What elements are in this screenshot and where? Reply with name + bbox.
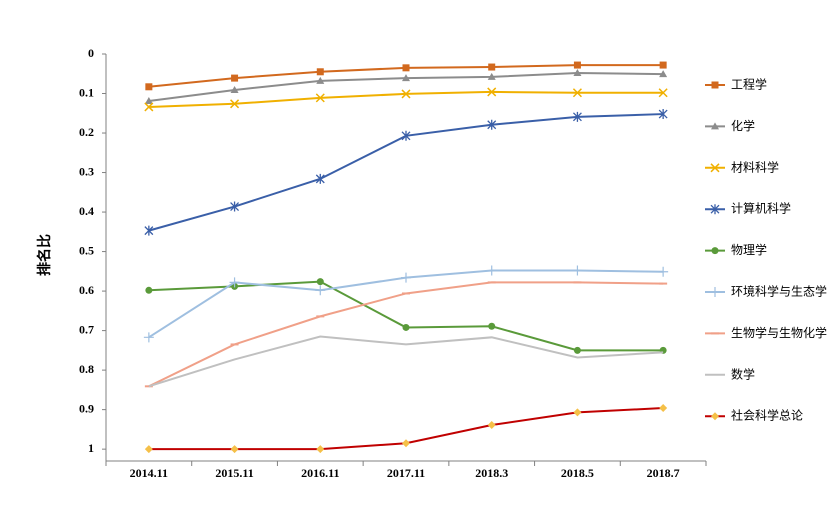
legend-label: 工程学 [731, 77, 767, 92]
legend-label: 化学 [731, 118, 755, 133]
point [402, 439, 410, 448]
point [572, 88, 582, 98]
point [658, 88, 668, 98]
point [659, 61, 667, 69]
point [402, 74, 410, 82]
y-tick-label: 0.1 [79, 85, 94, 99]
y-tick-label: 0.3 [79, 164, 94, 178]
point [315, 173, 325, 184]
point [145, 286, 153, 294]
x-tick-label: 2018.7 [647, 466, 680, 480]
legend-marker [710, 287, 720, 297]
point [486, 265, 497, 276]
legend-label: 计算机科学 [731, 201, 791, 216]
x-tick-label: 2016.11 [301, 466, 339, 480]
point [659, 70, 668, 78]
legend-label: 社会科学总论 [731, 408, 803, 423]
y-tick-label: 0.4 [79, 204, 94, 218]
point [143, 332, 154, 343]
point [488, 63, 496, 71]
point [316, 76, 325, 84]
x-tick-label: 2014.11 [130, 466, 168, 480]
legend-label: 环境科学与生态学 [731, 284, 827, 299]
point [573, 346, 581, 354]
y-tick-label: 0.9 [79, 401, 94, 415]
y-tick-label: 0.6 [79, 283, 94, 297]
y-axis-label: 排名比 [36, 234, 53, 276]
point [487, 421, 496, 430]
point [230, 99, 240, 109]
point [658, 266, 669, 277]
point [402, 64, 410, 72]
point [401, 130, 411, 141]
y-tick-label: 0.2 [79, 125, 94, 139]
legend-marker [710, 163, 720, 173]
legend-marker [710, 204, 720, 215]
point [316, 278, 324, 286]
point [573, 408, 582, 417]
legend-label: 材料科学 [731, 159, 779, 174]
point [144, 445, 153, 454]
point [573, 68, 582, 76]
point [231, 74, 239, 82]
point [573, 61, 581, 69]
point [316, 68, 324, 76]
point [659, 404, 668, 413]
point [401, 89, 411, 99]
point [229, 277, 240, 288]
point [316, 445, 325, 454]
legend-marker [711, 81, 719, 89]
series-line [148, 335, 664, 388]
legend-label: 生物学与生物化学 [731, 325, 827, 340]
point [401, 272, 411, 283]
series-line [148, 281, 664, 388]
point [488, 322, 496, 330]
y-tick-label: 0.7 [79, 322, 94, 336]
legend-marker [711, 412, 719, 421]
point [315, 93, 325, 103]
series-line [148, 280, 664, 352]
point [487, 72, 496, 80]
point [572, 265, 583, 276]
y-tick-label: 1 [88, 441, 94, 455]
point [230, 85, 239, 93]
point [145, 83, 153, 91]
point [230, 201, 240, 212]
x-tick-label: 2018.3 [475, 466, 508, 480]
point [230, 445, 239, 454]
point [144, 97, 153, 105]
legend-marker [711, 122, 719, 130]
point [487, 87, 497, 97]
x-tick-label: 2015.11 [215, 466, 253, 480]
point [144, 102, 154, 112]
point [658, 109, 668, 120]
point [315, 285, 326, 296]
legend-marker [711, 247, 719, 255]
point [487, 119, 497, 130]
x-tick-label: 2018.5 [561, 466, 594, 480]
y-tick-label: 0 [88, 46, 94, 60]
point [402, 323, 410, 331]
point [144, 225, 154, 236]
legend-label: 物理学 [731, 242, 767, 257]
legend-label: 数学 [731, 366, 755, 381]
y-tick-label: 0.8 [79, 362, 94, 376]
x-tick-label: 2017.11 [387, 466, 425, 480]
y-tick-label: 0.5 [79, 243, 94, 257]
point [572, 111, 582, 122]
